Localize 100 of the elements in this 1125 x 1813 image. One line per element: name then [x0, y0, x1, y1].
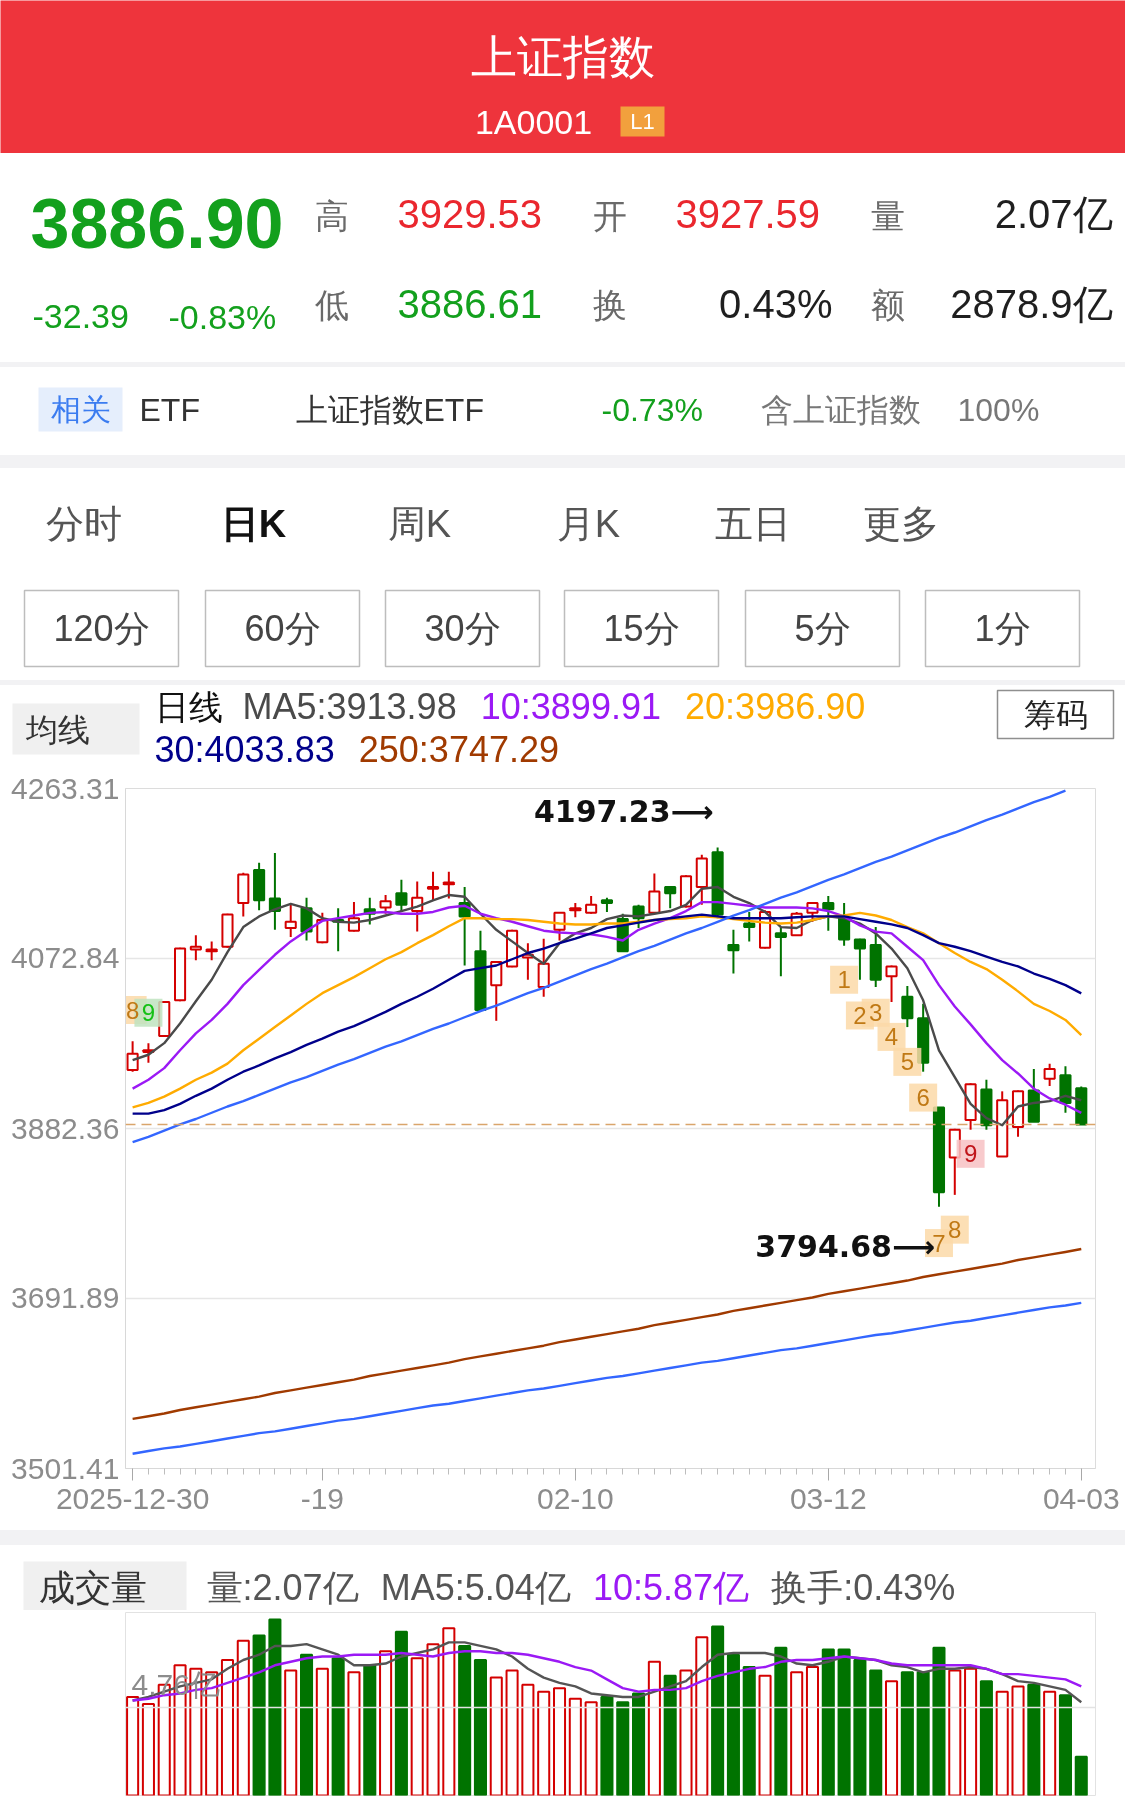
series-label: 9: [141, 999, 156, 1027]
annotation: 3794.68⟶: [755, 1229, 935, 1265]
bar: [442, 1627, 456, 1796]
bar: [236, 1639, 250, 1796]
text: 量:2.07亿: [206, 1567, 359, 1608]
candlestick: [648, 872, 661, 914]
bar: [916, 1671, 930, 1796]
bar: [679, 1669, 693, 1796]
text: 低: [314, 285, 349, 324]
text: 30分: [424, 608, 501, 649]
bar: [995, 1690, 1009, 1796]
text: 额: [870, 285, 905, 324]
text: 30:4033.83: [154, 729, 335, 770]
bar: [458, 1644, 472, 1796]
text: -32.39: [32, 297, 129, 335]
candlestick: [822, 894, 835, 932]
candlestick: [885, 964, 898, 1004]
text: 8: [948, 1216, 962, 1244]
text: 换: [592, 285, 627, 324]
text: 更多: [862, 502, 939, 545]
text: 120分: [53, 608, 150, 649]
series-label: 7: [932, 1229, 946, 1257]
candlestick: [664, 885, 677, 910]
annotation: 4197.23⟶: [533, 793, 714, 829]
candlestick: [774, 927, 787, 978]
text: 1分: [974, 608, 1031, 649]
candlestick: [426, 870, 440, 902]
bar: [790, 1671, 804, 1796]
text: 上证指数ETF: [295, 391, 484, 428]
bar: [505, 1669, 519, 1796]
bar: [584, 1701, 598, 1796]
candlestick: [284, 903, 297, 938]
text: 60分: [244, 608, 321, 649]
line-series: [131, 1301, 1083, 1455]
text: 换手:0.43%: [771, 1567, 956, 1608]
bar: [853, 1659, 867, 1796]
bar: [126, 1695, 140, 1796]
candlestick: [727, 928, 740, 975]
bar: [315, 1667, 329, 1796]
series-label: 10:5.87亿: [592, 1567, 750, 1608]
bar: [885, 1680, 899, 1796]
series-label: 1: [837, 966, 851, 994]
text: 相关: [50, 393, 111, 426]
text: 15分: [603, 608, 680, 649]
text: 分时: [45, 502, 122, 545]
candlestick: [743, 910, 756, 943]
bar: [711, 1625, 725, 1796]
bar: [537, 1690, 551, 1796]
bar: [1027, 1683, 1041, 1796]
bar: [552, 1687, 567, 1796]
text: 含上证指数: [760, 391, 921, 428]
bar: [869, 1669, 883, 1796]
candlestick: [901, 985, 914, 1029]
y-tick-label: 3882.36: [11, 1111, 120, 1145]
series-label: 8: [125, 996, 140, 1024]
series-label: MA5:5.04亿: [380, 1567, 571, 1608]
bar: [616, 1701, 630, 1796]
bar: [394, 1630, 408, 1796]
text: 2.07亿: [994, 191, 1113, 236]
text: 250:3747.29: [358, 729, 559, 770]
text: 1A0001: [474, 102, 593, 141]
bar: [1011, 1685, 1025, 1796]
bar: [568, 1697, 582, 1796]
bar: [805, 1666, 820, 1796]
bar: [141, 1703, 155, 1796]
bar: [964, 1667, 978, 1796]
bar: [821, 1648, 835, 1796]
text: 20:3986.90: [685, 686, 866, 727]
text: MA5:3913.98: [242, 686, 457, 727]
candlestick: [442, 870, 455, 900]
bar: [1058, 1694, 1072, 1796]
candlestick: [126, 1040, 139, 1073]
text: 均线: [24, 711, 90, 748]
text: 量: [870, 196, 905, 235]
series-label: 6: [916, 1084, 930, 1112]
bar: [632, 1692, 646, 1796]
x-tick-label: -19: [300, 1481, 345, 1515]
bar: [900, 1671, 914, 1796]
text: 开: [592, 196, 627, 235]
bar: [742, 1666, 756, 1796]
bar: [948, 1669, 962, 1796]
series-label: 5: [900, 1048, 915, 1076]
bar: [473, 1659, 487, 1796]
bar: [379, 1650, 393, 1796]
bar: [932, 1646, 946, 1796]
bar: [726, 1653, 740, 1796]
text: L1: [630, 109, 655, 134]
text: 3929.53: [397, 191, 543, 236]
bar: [268, 1618, 282, 1796]
candlestick: [205, 940, 218, 962]
chart-title: 成交量: [38, 1567, 147, 1608]
series-label: 2: [853, 1001, 867, 1029]
bar: [837, 1648, 851, 1796]
text: 100%: [957, 391, 1040, 428]
text: 2878.9亿: [950, 281, 1113, 326]
bar: [331, 1657, 345, 1796]
bar: [521, 1683, 535, 1796]
text: 5分: [794, 608, 851, 649]
candlestick: [838, 902, 851, 947]
text: 3886.90: [30, 185, 284, 263]
